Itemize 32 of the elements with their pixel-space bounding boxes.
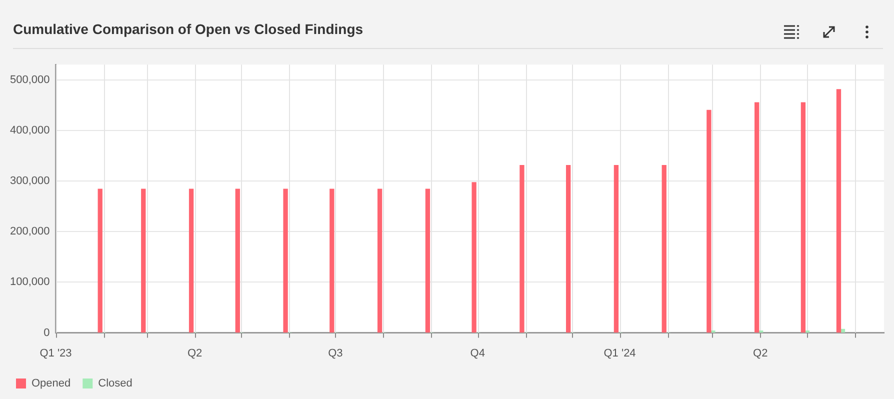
y-tick-label: 200,000 xyxy=(10,226,50,238)
bar xyxy=(520,164,524,333)
y-tick-label: 500,000 xyxy=(10,74,50,86)
bar xyxy=(235,188,240,333)
chart-title: Cumulative Comparison of Open vs Closed Findings xyxy=(13,21,364,37)
bar xyxy=(472,182,476,333)
bar xyxy=(566,164,571,333)
legend-label: Closed xyxy=(98,378,132,390)
bar xyxy=(754,102,760,333)
x-tick-label: Q2 xyxy=(187,347,202,360)
bar xyxy=(800,102,806,333)
bar xyxy=(188,188,194,333)
x-tick-label: Q1 '24 xyxy=(604,347,636,360)
bar xyxy=(283,188,288,333)
legend-label: Opened xyxy=(32,378,71,390)
bar xyxy=(330,188,334,333)
x-tick-label: Q4 xyxy=(470,347,485,360)
bar xyxy=(98,188,102,333)
bar xyxy=(662,164,666,333)
bar xyxy=(141,188,146,333)
bar xyxy=(377,188,382,333)
y-tick-label: 400,000 xyxy=(10,124,50,136)
x-tick-label: Q3 xyxy=(328,347,343,360)
bar xyxy=(706,110,712,333)
y-tick-label: 100,000 xyxy=(10,276,50,288)
x-tick-label: Q1 '23 xyxy=(40,347,72,360)
y-tick-label: 300,000 xyxy=(10,175,50,188)
x-tick-label: Q2 xyxy=(753,347,768,360)
bar xyxy=(614,164,619,333)
y-tick-label: 0 xyxy=(44,326,50,339)
bar xyxy=(836,89,842,333)
bar xyxy=(425,188,430,333)
